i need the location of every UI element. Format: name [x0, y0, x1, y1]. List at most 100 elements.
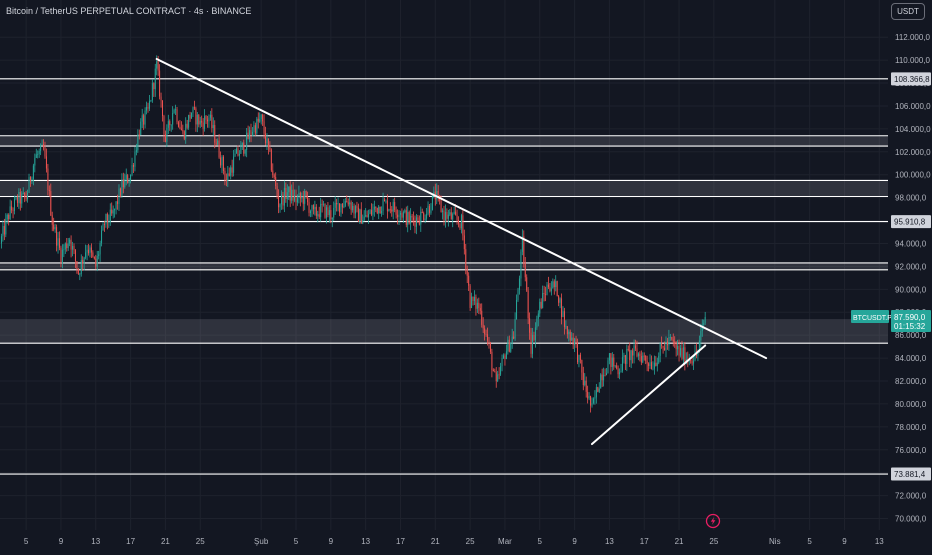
- candle-body: [643, 355, 645, 357]
- candle-body: [74, 250, 76, 262]
- candle-body: [681, 348, 683, 359]
- candle-body: [163, 116, 165, 135]
- time-tick-label: 9: [329, 537, 334, 546]
- candle-body: [196, 114, 198, 125]
- lightning-icon[interactable]: [705, 513, 721, 529]
- candle-body: [675, 343, 677, 350]
- candle-body: [76, 261, 78, 269]
- candle-body: [18, 191, 20, 203]
- candle-body: [469, 285, 471, 308]
- candle-body: [199, 120, 201, 125]
- candle-body: [218, 140, 220, 158]
- candle-body: [659, 343, 661, 356]
- candle-body: [58, 238, 60, 248]
- candle-body: [34, 157, 36, 166]
- candle-body: [299, 192, 301, 199]
- candle-body: [276, 186, 278, 197]
- candle-body: [578, 354, 580, 363]
- candle-body: [27, 192, 29, 200]
- candle-body: [103, 223, 105, 225]
- candle-body: [32, 165, 34, 179]
- sr-zone: [0, 319, 888, 344]
- candle-body: [95, 258, 97, 267]
- candle-body: [655, 362, 657, 366]
- candle-body: [362, 220, 364, 224]
- time-tick-label: 17: [640, 537, 649, 546]
- candle-body: [288, 186, 290, 193]
- candle-body: [89, 247, 91, 254]
- candle-body: [47, 168, 49, 191]
- candle-body: [121, 179, 123, 196]
- price-tick-label: 100.000,0: [895, 171, 931, 180]
- candle-body: [459, 223, 461, 229]
- candle-body: [357, 207, 359, 222]
- candle-body: [45, 156, 47, 169]
- candle-body: [202, 122, 204, 129]
- candle-body: [70, 239, 72, 250]
- candle-body: [450, 212, 452, 220]
- candle-body: [44, 147, 46, 157]
- candle-body: [666, 341, 668, 346]
- candle-body: [191, 112, 193, 119]
- candle-body: [320, 203, 322, 218]
- candle-body: [148, 100, 150, 109]
- candle-body: [282, 194, 284, 206]
- candle-body: [511, 336, 513, 343]
- quote-currency-button[interactable]: USDT: [891, 3, 925, 20]
- candle-body: [427, 206, 429, 214]
- candle-body: [323, 203, 325, 205]
- candle-body: [694, 351, 696, 361]
- candle-body: [543, 293, 545, 295]
- candle-body: [563, 311, 565, 327]
- candle-body: [495, 372, 497, 382]
- candle-body: [516, 299, 518, 320]
- candle-body: [413, 217, 415, 221]
- price-axis-bg[interactable]: [888, 0, 932, 530]
- candle-body: [164, 134, 166, 142]
- candle-body: [703, 322, 705, 325]
- candle-body: [579, 354, 581, 361]
- candle-body: [54, 227, 56, 230]
- candle-body: [588, 396, 590, 399]
- candle-body: [310, 211, 312, 213]
- candle-body: [359, 209, 361, 222]
- candle-body: [471, 296, 473, 308]
- candle-body: [373, 206, 375, 210]
- candle-body: [143, 115, 145, 125]
- candle-body: [314, 206, 316, 210]
- candle-body: [526, 277, 528, 291]
- candle-body: [668, 336, 670, 346]
- candle-body: [61, 249, 63, 263]
- candle-body: [205, 116, 207, 120]
- candle-body: [433, 191, 435, 196]
- candle-body: [22, 192, 24, 194]
- candle-body: [154, 68, 156, 90]
- candle-body: [584, 380, 586, 385]
- candle-body: [500, 366, 502, 375]
- candle-body: [540, 301, 542, 308]
- candle-body: [328, 210, 330, 216]
- level-label-bg: [891, 215, 931, 229]
- candle-body: [545, 294, 547, 295]
- trendlines[interactable]: [155, 57, 768, 446]
- candle-body: [617, 368, 619, 375]
- candle-body: [304, 190, 306, 204]
- candle-body: [285, 187, 287, 200]
- candle-body: [35, 154, 37, 158]
- candle-body: [677, 345, 679, 350]
- candle-body: [331, 217, 333, 220]
- candle-body: [485, 334, 487, 336]
- candle-body: [67, 243, 69, 249]
- candle-body: [5, 219, 7, 235]
- candle-body: [333, 207, 335, 218]
- time-axis[interactable]: 5 9 13 17 21 25 Şub 5 9 13 17 21 25 Mar 5 9 13 17 21 25 Nis 5…: [24, 537, 884, 546]
- time-tick-label: 9: [59, 537, 64, 546]
- candle-body: [38, 150, 40, 154]
- candle-body: [569, 331, 571, 341]
- candle-body: [250, 130, 252, 135]
- candle-body: [301, 196, 303, 199]
- candle-body: [456, 214, 458, 220]
- time-axis-bg[interactable]: [0, 530, 932, 550]
